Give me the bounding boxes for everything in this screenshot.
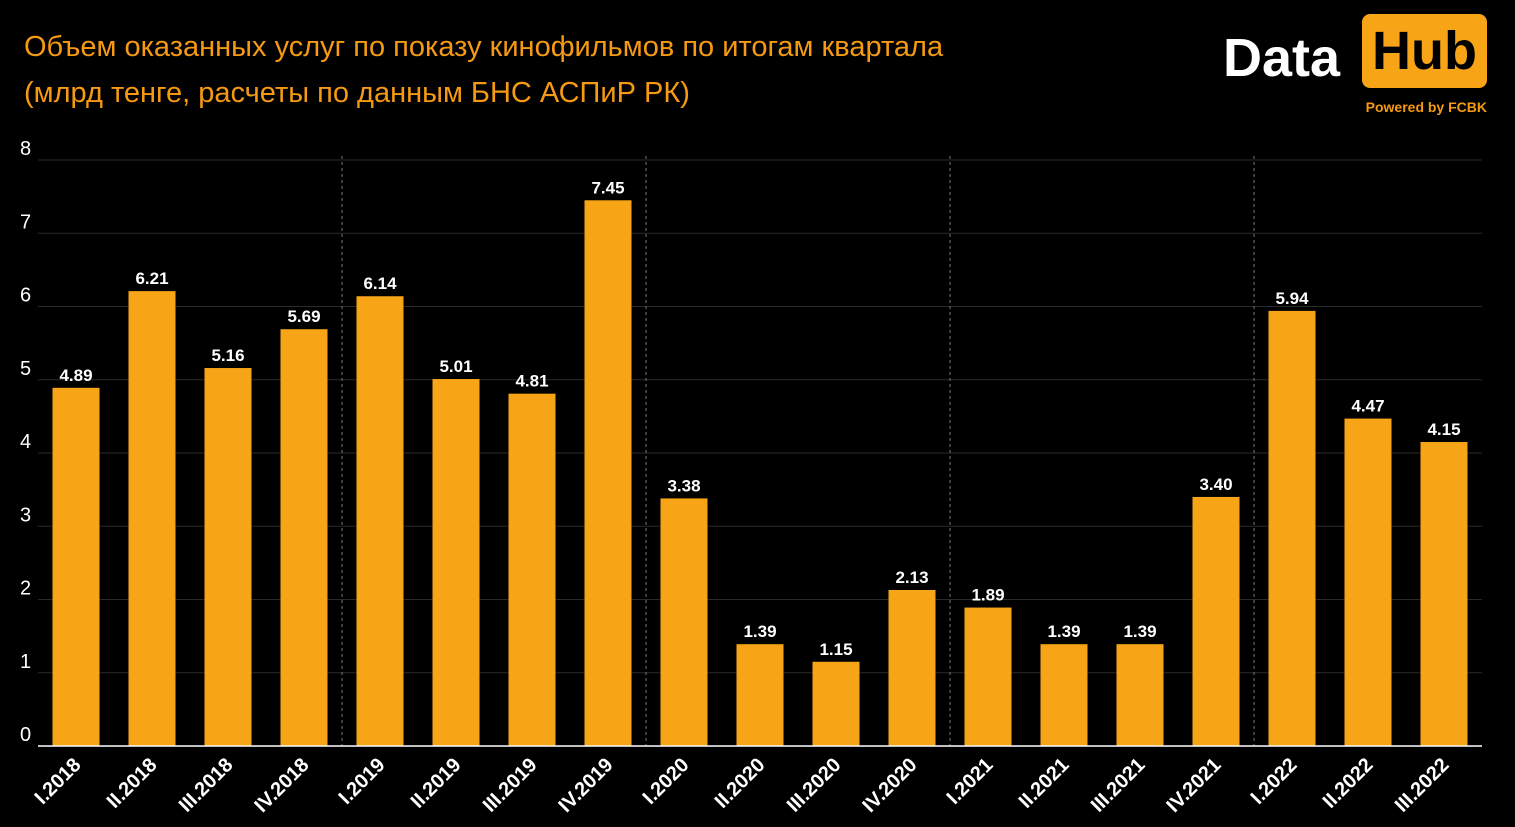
data-label: 1.89 [971, 586, 1004, 605]
logo-powered-by: Powered by FCBK [1365, 99, 1487, 115]
x-tick-label: I.2021 [943, 754, 998, 809]
bar [888, 589, 936, 746]
bar [736, 644, 784, 746]
logo-hub-badge: Hub [1362, 14, 1487, 88]
bar [128, 291, 176, 746]
data-label: 1.39 [1123, 622, 1156, 641]
y-tick-label: 3 [20, 504, 31, 526]
data-label: 4.81 [515, 372, 548, 391]
bar [280, 329, 328, 746]
data-label: 4.15 [1427, 420, 1460, 439]
data-label: 1.39 [743, 622, 776, 641]
bar [660, 498, 708, 746]
y-tick-label: 0 [20, 724, 31, 746]
data-label: 5.94 [1275, 289, 1309, 308]
bar [964, 607, 1012, 746]
x-tick-label: II.2022 [1319, 754, 1378, 813]
data-label: 1.39 [1047, 622, 1080, 641]
x-tick-label: IV.2019 [555, 754, 618, 817]
bar [204, 368, 252, 746]
bar [1116, 644, 1164, 746]
y-tick-label: 1 [20, 651, 31, 673]
x-tick-label: III.2019 [479, 754, 542, 817]
bar [1344, 418, 1392, 746]
data-label: 4.89 [59, 366, 92, 385]
bar [1040, 644, 1088, 746]
bar [52, 387, 100, 746]
x-tick-label: IV.2020 [859, 754, 922, 817]
bar [1268, 310, 1316, 746]
bar [356, 296, 404, 746]
bar [508, 393, 556, 746]
chart-subtitle: (млрд тенге, расчеты по данным БНС АСПиР… [24, 77, 690, 109]
x-tick-label: III.2020 [783, 754, 846, 817]
y-tick-label: 5 [20, 358, 31, 380]
data-label: 5.01 [439, 357, 472, 376]
data-label: 7.45 [591, 178, 624, 197]
data-label: 3.40 [1199, 475, 1232, 494]
x-tick-label: II.2018 [103, 754, 162, 813]
logo-data-text: Data [1223, 28, 1341, 88]
x-tick-label: II.2021 [1015, 754, 1074, 813]
x-tick-label: II.2020 [711, 754, 770, 813]
data-label: 5.16 [211, 346, 244, 365]
y-tick-label: 6 [20, 285, 31, 307]
x-tick-label: IV.2021 [1163, 754, 1226, 817]
bar [432, 379, 480, 746]
x-tick-label: I.2022 [1247, 754, 1302, 809]
y-tick-label: 2 [20, 578, 31, 600]
x-tick-label: III.2021 [1087, 754, 1150, 817]
chart-title-block: Объем оказанных услуг по показу кинофиль… [24, 24, 943, 116]
y-tick-label: 7 [20, 211, 31, 233]
bar [1420, 442, 1468, 746]
y-tick-label: 8 [20, 138, 31, 160]
data-label: 5.69 [287, 307, 320, 326]
x-tick-label: III.2022 [1391, 754, 1454, 817]
bar [812, 661, 860, 746]
data-label: 2.13 [895, 568, 928, 587]
bar [584, 200, 632, 747]
x-tick-label: I.2018 [31, 754, 86, 809]
data-label: 4.47 [1351, 397, 1384, 416]
data-label: 6.14 [363, 274, 397, 293]
bar [1192, 496, 1240, 746]
x-tick-label: IV.2018 [251, 754, 314, 817]
x-tick-label: II.2019 [407, 754, 466, 813]
data-label: 1.15 [819, 640, 852, 659]
y-tick-label: 4 [20, 431, 31, 453]
x-tick-label: III.2018 [175, 754, 238, 817]
x-tick-label: I.2020 [639, 754, 694, 809]
data-label: 3.38 [667, 476, 700, 495]
datahub-logo: Data Hub Powered by FCBK [1217, 12, 1487, 120]
x-tick-label: I.2019 [335, 754, 390, 809]
chart-title: Объем оказанных услуг по показу кинофиль… [24, 31, 944, 63]
data-label: 6.21 [135, 269, 168, 288]
